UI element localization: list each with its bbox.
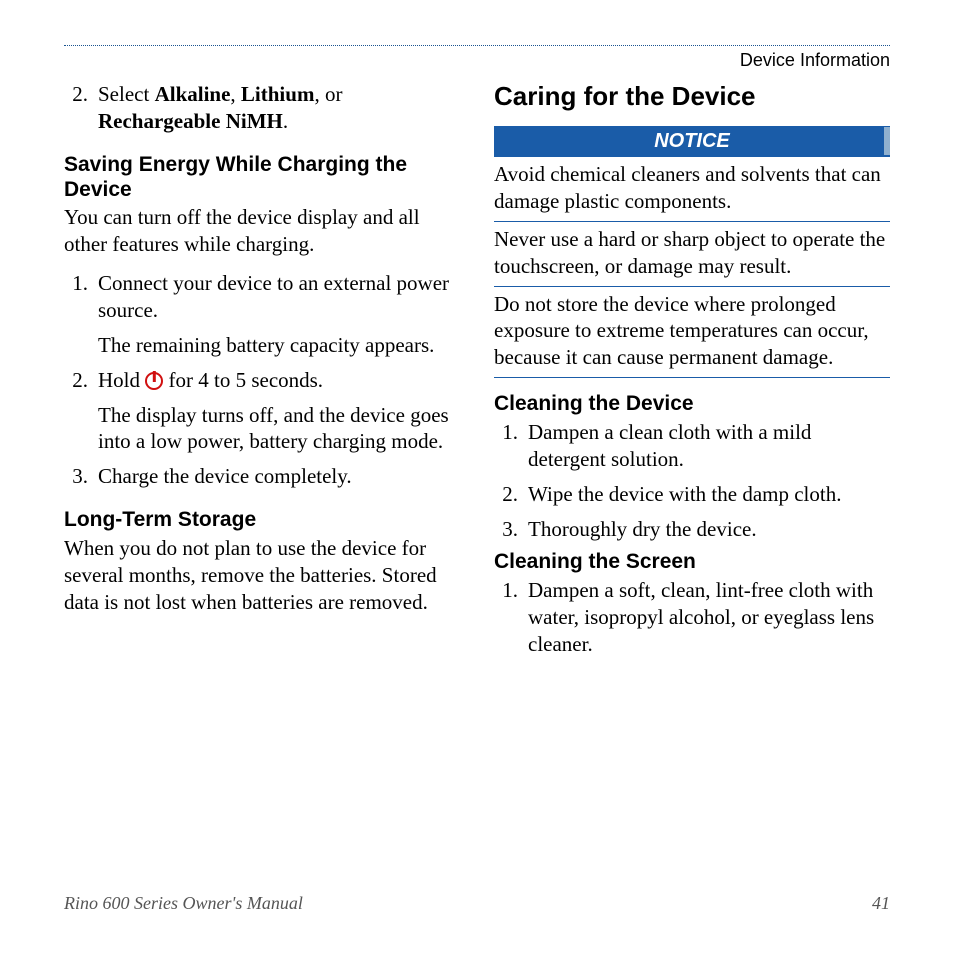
subheading-long-term-storage: Long-Term Storage [64,508,460,533]
option-alkaline: Alkaline [155,82,231,106]
text: Select [98,82,155,106]
list-item: 1. Connect your device to an external po… [64,270,460,359]
right-column: Caring for the Device NOTICE Avoid chemi… [494,81,890,666]
list-item: 1. Dampen a clean cloth with a mild dete… [494,419,890,473]
list-text: Wipe the device with the damp cloth. [528,481,890,508]
subheading-saving-energy: Saving Energy While Charging the Device [64,153,460,203]
text: for 4 to 5 seconds. [163,368,323,392]
text: . [283,109,288,133]
text: Hold [98,368,145,392]
option-lithium: Lithium [241,82,315,106]
paragraph: You can turn off the device display and … [64,204,460,258]
list-text: Dampen a clean cloth with a mild deterge… [528,419,890,473]
list-item: 3. Thoroughly dry the device. [494,516,890,543]
list-subtext: The remaining battery capacity appears. [98,332,460,359]
power-icon [145,372,163,390]
content-columns: 2. Select Alkaline, Lithium, or Recharge… [64,81,890,666]
spacer [64,258,460,270]
page-number: 41 [872,893,890,914]
subheading-cleaning-device: Cleaning the Device [494,392,890,417]
notice-block: NOTICE Avoid chemical cleaners and solve… [494,126,890,378]
page-footer: Rino 600 Series Owner's Manual 41 [64,893,890,914]
text: , or [314,82,342,106]
list-number: 1. [494,419,528,473]
list-text: Connect your device to an external power… [98,270,460,359]
notice-text: Never use a hard or sharp object to oper… [494,222,890,287]
list-number: 2. [494,481,528,508]
list-item: 1. Dampen a soft, clean, lint-free cloth… [494,577,890,658]
text: Connect your device to an external power… [98,271,449,322]
left-column: 2. Select Alkaline, Lithium, or Recharge… [64,81,460,666]
list-number: 1. [64,270,98,359]
subheading-cleaning-screen: Cleaning the Screen [494,550,890,575]
list-text: Hold for 4 to 5 seconds. The display tur… [98,367,460,456]
list-number: 1. [494,577,528,658]
list-text: Thoroughly dry the device. [528,516,890,543]
header-divider [64,45,890,46]
paragraph: When you do not plan to use the device f… [64,535,460,616]
list-text: Dampen a soft, clean, lint-free cloth wi… [528,577,890,658]
option-nimh: Rechargeable NiMH [98,109,283,133]
notice-text: Do not store the device where prolonged … [494,287,890,379]
notice-label: NOTICE [494,127,890,157]
list-number: 3. [494,516,528,543]
list-text: Select Alkaline, Lithium, or Rechargeabl… [98,81,460,135]
list-number: 3. [64,463,98,490]
list-item: 3. Charge the device completely. [64,463,460,490]
list-item: 2. Hold for 4 to 5 seconds. The display … [64,367,460,456]
text: , [230,82,241,106]
heading-caring-for-device: Caring for the Device [494,81,890,112]
footer-title: Rino 600 Series Owner's Manual [64,893,303,914]
list-number: 2. [64,367,98,456]
list-text: Charge the device completely. [98,463,460,490]
list-number: 2. [64,81,98,135]
running-header: Device Information [64,50,890,71]
notice-text: Avoid chemical cleaners and solvents tha… [494,157,890,222]
list-subtext: The display turns off, and the device go… [98,402,460,456]
list-item: 2. Select Alkaline, Lithium, or Recharge… [64,81,460,135]
list-item: 2. Wipe the device with the damp cloth. [494,481,890,508]
